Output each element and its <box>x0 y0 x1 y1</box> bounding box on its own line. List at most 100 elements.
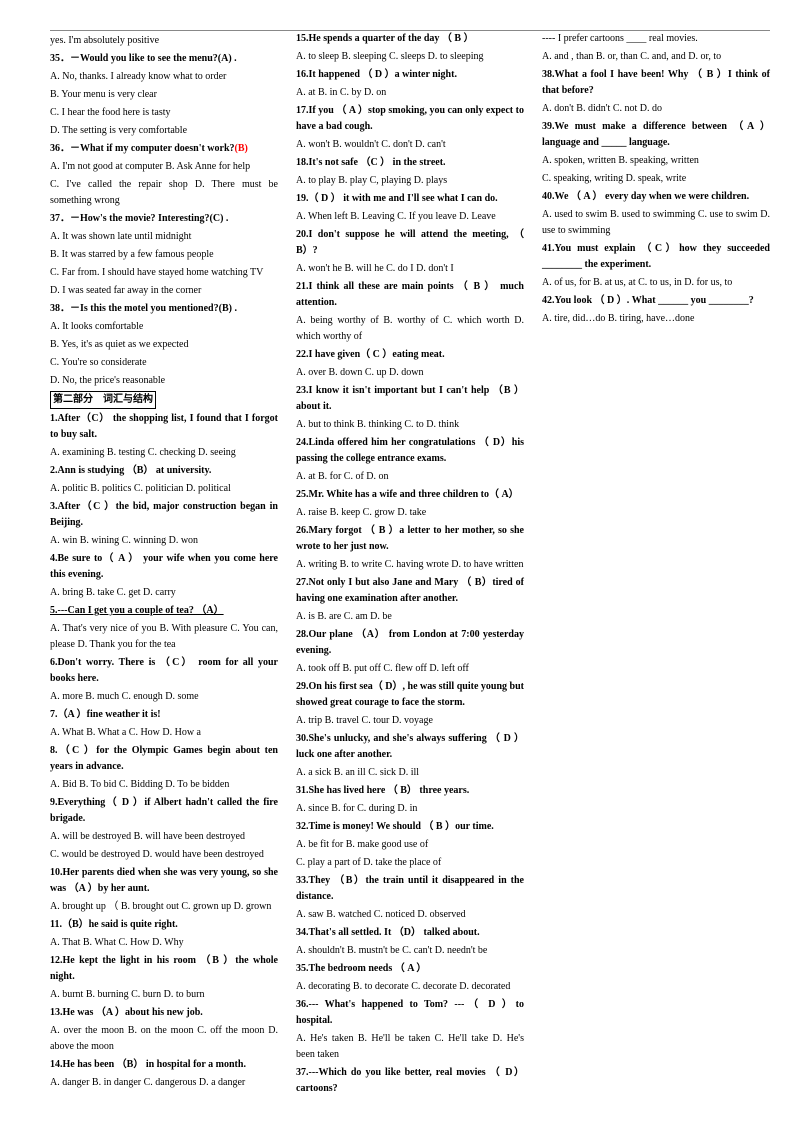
text-line: 40.We （ A ） every day when we were child… <box>542 189 770 205</box>
text-line: 38．－Is this the motel you mentioned?(B) … <box>50 301 278 317</box>
text-line: 29.On his first sea（ D）, he was still qu… <box>296 679 524 711</box>
text-line: A. used to swim B. used to swimming C. u… <box>542 207 770 239</box>
text-line: A. being worthy of B. worthy of C. which… <box>296 313 524 345</box>
text-line: A. trip B. travel C. tour D. voyage <box>296 713 524 729</box>
text-line: A. brought up （ B. brought out C. grown … <box>50 899 278 915</box>
text-line: D. No, the price's reasonable <box>50 373 278 389</box>
answer-marker: (B) <box>235 143 248 154</box>
text-line: 42.You look （ D ）. What ______ you _____… <box>542 293 770 309</box>
text-line: A. of us, for B. at us, at C. to us, in … <box>542 275 770 291</box>
text-line: A. since B. for C. during D. in <box>296 801 524 817</box>
text-line: 25.Mr. White has a wife and three childr… <box>296 487 524 503</box>
text-line: 9.Everything（ D ）if Albert hadn't called… <box>50 795 278 827</box>
text-line: A. took off B. put off C. flew off D. le… <box>296 661 524 677</box>
text-line: A. more B. much C. enough D. some <box>50 689 278 705</box>
text-line: C. I've called the repair shop D. There … <box>50 177 278 209</box>
text-line: 36.--- What's happened to Tom? ---（ D ）t… <box>296 997 524 1029</box>
text-line: 24.Linda offered him her congratulations… <box>296 435 524 467</box>
text-line: 22.I have given（ C ）eating meat. <box>296 347 524 363</box>
text-line: 12.He kept the light in his room （B ）the… <box>50 953 278 985</box>
text-line: A. shouldn't B. mustn't be C. can't D. n… <box>296 943 524 959</box>
text-line: A. is B. are C. am D. be <box>296 609 524 625</box>
text-line: A. I'm not good at computer B. Ask Anne … <box>50 159 278 175</box>
text-line: C. You're so considerate <box>50 355 278 371</box>
text-line: 4.Be sure to（ A ） your wife when you com… <box>50 551 278 583</box>
text-line: C. Far from. I should have stayed home w… <box>50 265 278 281</box>
text-line: A. won't B. wouldn't C. don't D. can't <box>296 137 524 153</box>
text-line: A. but to think B. thinking C. to D. thi… <box>296 417 524 433</box>
text-line: 39.We must make a difference between （A … <box>542 119 770 151</box>
text-line: B. Yes, it's as quiet as we expected <box>50 337 278 353</box>
text-line: 26.Mary forgot （ B ）a letter to her moth… <box>296 523 524 555</box>
text-line: B. Your menu is very clear <box>50 87 278 103</box>
text-line: 8.（C ）for the Olympic Games begin about … <box>50 743 278 775</box>
text-line: A. danger B. in danger C. dangerous D. a… <box>50 1075 278 1091</box>
text-line: 1.After（C） the shopping list, I found th… <box>50 411 278 443</box>
text-line: 41.You must explain （C）how they succeede… <box>542 241 770 273</box>
text-line: A. don't B. didn't C. not D. do <box>542 101 770 117</box>
text-line: A. bring B. take C. get D. carry <box>50 585 278 601</box>
text-line: 6.Don't worry. There is （C） room for all… <box>50 655 278 687</box>
text-line: 3.After（C ）the bid, major construction b… <box>50 499 278 531</box>
text-line: A. That B. What C. How D. Why <box>50 935 278 951</box>
text-line: 14.He has been （B） in hospital for a mon… <box>50 1057 278 1073</box>
text-line: A. win B. wining C. winning D. won <box>50 533 278 549</box>
text-line: 32.Time is money! We should （ B ）our tim… <box>296 819 524 835</box>
text-line: 28.Our plane （A） from London at 7:00 yes… <box>296 627 524 659</box>
text-line: 17.If you （ A ）stop smoking, you can onl… <box>296 103 524 135</box>
text-line: C. speaking, writing D. speak, write <box>542 171 770 187</box>
text-line: 36．－What if my computer doesn't work?(B) <box>50 141 278 157</box>
text-line: A. He's taken B. He'll be taken C. He'll… <box>296 1031 524 1063</box>
text-line: 5.---Can I get you a couple of tea? （A） <box>50 603 278 619</box>
text-line: A. saw B. watched C. noticed D. observed <box>296 907 524 923</box>
text-line: C. I hear the food here is tasty <box>50 105 278 121</box>
text-line: 35.The bedroom needs （ A ） <box>296 961 524 977</box>
text-line: 13.He was （A ）about his new job. <box>50 1005 278 1021</box>
text-line: 37．－How's the movie? Interesting?(C) . <box>50 211 278 227</box>
text-line: A. raise B. keep C. grow D. take <box>296 505 524 521</box>
text-line: 33.They （B）the train until it disappeare… <box>296 873 524 905</box>
text-line: 23.I know it isn't important but I can't… <box>296 383 524 415</box>
text-line: C. play a part of D. take the place of <box>296 855 524 871</box>
text-line: 11.（B）he said is quite right. <box>50 917 278 933</box>
text-line: A. a sick B. an ill C. sick D. ill <box>296 765 524 781</box>
text-line: 31.She has lived here （ B） three years. <box>296 783 524 799</box>
document-page: yes. I'm absolutely positive35．－Would yo… <box>50 30 770 1103</box>
text-line: A. tire, did…do B. tiring, have…done <box>542 311 770 327</box>
text-line: 18.It's not safe （C ） in the street. <box>296 155 524 171</box>
text-line: A. at B. in C. by D. on <box>296 85 524 101</box>
text-line: A. spoken, written B. speaking, written <box>542 153 770 169</box>
text-line: 38.What a fool I have been! Why （ B ）I t… <box>542 67 770 99</box>
text-line: A. over B. down C. up D. down <box>296 365 524 381</box>
text-line: A. be fit for B. make good use of <box>296 837 524 853</box>
text-line: 27.Not only I but also Jane and Mary （ B… <box>296 575 524 607</box>
text-line: B. It was starred by a few famous people <box>50 247 278 263</box>
text-line: A. That's very nice of you B. With pleas… <box>50 621 278 653</box>
text-line: 7.（A ）fine weather it is! <box>50 707 278 723</box>
text-line: 10.Her parents died when she was very yo… <box>50 865 278 897</box>
text-line: A. It looks comfortable <box>50 319 278 335</box>
text-line: 19.（ D ） it with me and I'll see what I … <box>296 191 524 207</box>
text-line: A. Bid B. To bid C. Bidding D. To be bid… <box>50 777 278 793</box>
text-line: yes. I'm absolutely positive <box>50 33 278 49</box>
text-line: A. over the moon B. on the moon C. off t… <box>50 1023 278 1055</box>
text-line: 第二部分 词汇与结构 <box>50 391 278 409</box>
text-line: A. at B. for C. of D. on <box>296 469 524 485</box>
text-line: A. won't he B. will he C. do I D. don't … <box>296 261 524 277</box>
text-line: 2.Ann is studying （B） at university. <box>50 463 278 479</box>
text-line: A. decorating B. to decorate C. decorate… <box>296 979 524 995</box>
text-line: A. It was shown late until midnight <box>50 229 278 245</box>
text-line: 20.I don't suppose he will attend the me… <box>296 227 524 259</box>
text-line: A. No, thanks. I already know what to or… <box>50 69 278 85</box>
text-line: 15.He spends a quarter of the day （ B ） <box>296 31 524 47</box>
text-line: A. writing B. to write C. having wrote D… <box>296 557 524 573</box>
text-line: A. What B. What a C. How D. How a <box>50 725 278 741</box>
text-line: A. to sleep B. sleeping C. sleeps D. to … <box>296 49 524 65</box>
text-line: 21.I think all these are main points （ B… <box>296 279 524 311</box>
text-line: D. The setting is very comfortable <box>50 123 278 139</box>
text-line: ---- I prefer cartoons ____ real movies. <box>542 31 770 47</box>
text-line: 37.---Which do you like better, real mov… <box>296 1065 524 1097</box>
text-line: A. politic B. politics C. politician D. … <box>50 481 278 497</box>
text-line: 16.It happened （ D ）a winter night. <box>296 67 524 83</box>
text-line: 30.She's unlucky, and she's always suffe… <box>296 731 524 763</box>
